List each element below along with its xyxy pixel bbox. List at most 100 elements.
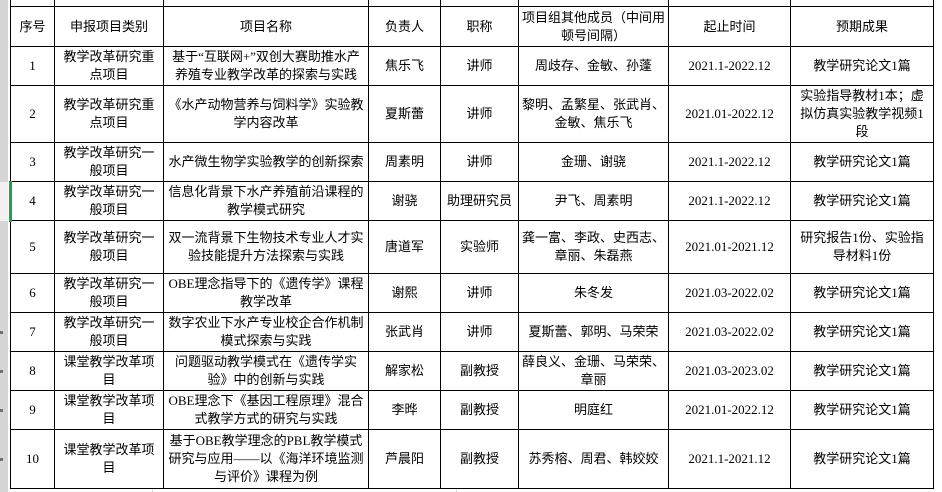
table-row: 5 教学改革研究一般项目 双一流背景下生物技术专业人才实验技能提升方法探索与实践 唐道…	[10, 220, 934, 274]
cell-period[interactable]: 2021.1-2022.12	[668, 181, 791, 221]
cell-title[interactable]: 讲师	[440, 142, 519, 182]
cell-outcome[interactable]: 教学研究论文1篇	[790, 312, 934, 352]
cell-outcome[interactable]: 实验指导教材1本；虚拟仿真实验教学视频1段	[790, 85, 934, 143]
cell-category[interactable]: 课堂教学改革项目	[54, 429, 164, 489]
cell-category[interactable]: 教学改革研究一般项目	[54, 312, 164, 352]
cell-name[interactable]: 《水产动物营养与饲料学》实验教学内容改革	[163, 85, 369, 143]
column-header-outcome[interactable]: 预期成果	[790, 6, 934, 47]
cell-no[interactable]: 1	[10, 46, 55, 86]
cell-name[interactable]: 基于OBE教学理念的PBL教学模式研究与应用——以《海洋环境监测与评价》课程为例	[163, 429, 369, 489]
cell-category[interactable]: 教学改革研究一般项目	[54, 142, 164, 182]
cell-period[interactable]: 2021.01-2022.12	[668, 390, 791, 430]
cell-leader[interactable]: 芦晨阳	[368, 429, 441, 489]
cell-members[interactable]: 薛良义、金珊、马荣荣、章丽	[518, 351, 669, 391]
cell-period[interactable]: 2021.01-2022.12	[668, 85, 791, 143]
cell-members[interactable]: 周歧存、金敏、孙蓬	[518, 46, 669, 86]
cell-period[interactable]: 2021.03-2022.02	[668, 312, 791, 352]
cell-no[interactable]: 4	[10, 181, 55, 221]
grid-tick	[440, 0, 441, 6]
grid-tick	[518, 0, 519, 6]
cell-outcome[interactable]: 教学研究论文1篇	[790, 181, 934, 221]
cell-period[interactable]: 2021.1-2021.12	[668, 429, 791, 489]
cell-leader[interactable]: 解家松	[368, 351, 441, 391]
cell-category[interactable]: 教学改革研究重点项目	[54, 85, 164, 143]
cell-no[interactable]: 5	[10, 220, 55, 274]
cell-no[interactable]: 7	[10, 312, 55, 352]
cell-members[interactable]: 明庭红	[518, 390, 669, 430]
cell-outcome[interactable]: 教学研究论文1篇	[790, 273, 934, 313]
column-header-no[interactable]: 序号	[10, 6, 55, 47]
cell-category[interactable]: 课堂教学改革项目	[54, 390, 164, 430]
cell-no[interactable]: 9	[10, 390, 55, 430]
cell-no[interactable]: 2	[10, 85, 55, 143]
cell-name[interactable]: 双一流背景下生物技术专业人才实验技能提升方法探索与实践	[163, 220, 369, 274]
cell-category[interactable]: 教学改革研究一般项目	[54, 181, 164, 221]
cell-title[interactable]: 讲师	[440, 273, 519, 313]
cell-outcome[interactable]: 教学研究论文1篇	[790, 429, 934, 489]
cell-period[interactable]: 2021.03-2022.02	[668, 273, 791, 313]
grid-tick	[163, 0, 164, 6]
cell-category[interactable]: 教学改革研究重点项目	[54, 46, 164, 86]
cell-name[interactable]: 基于“互联网+”双创大赛助推水产养殖专业教学改革的探索与实践	[163, 46, 369, 86]
cell-leader[interactable]: 张武肖	[368, 312, 441, 352]
cell-title[interactable]: 讲师	[440, 312, 519, 352]
cell-title[interactable]: 讲师	[440, 46, 519, 86]
cell-leader[interactable]: 焦乐飞	[368, 46, 441, 86]
selection-green-bar	[9, 180, 12, 222]
cell-leader[interactable]: 唐道军	[368, 220, 441, 274]
table-row: 3 教学改革研究一般项目 水产微生物学实验教学的创新探索 周素明 讲师 金珊、谢骁 2021…	[10, 142, 934, 182]
cell-leader[interactable]: 周素明	[368, 142, 441, 182]
cell-period[interactable]: 2021.01-2021.12	[668, 220, 791, 274]
cell-members[interactable]: 苏秀榕、周君、韩姣姣	[518, 429, 669, 489]
cell-name[interactable]: OBE理念指导下的《遗传学》课程教学改革	[163, 273, 369, 313]
cell-name[interactable]: 信息化背景下水产养殖前沿课程的教学模式研究	[163, 181, 369, 221]
cell-category[interactable]: 课堂教学改革项目	[54, 351, 164, 391]
cell-title[interactable]: 实验师	[440, 220, 519, 274]
cell-members[interactable]: 夏斯蕾、郭明、马荣荣	[518, 312, 669, 352]
cell-outcome[interactable]: 研究报告1份、实验指导材料1份	[790, 220, 934, 274]
cell-title[interactable]: 讲师	[440, 85, 519, 143]
cell-members[interactable]: 朱冬发	[518, 273, 669, 313]
cell-members[interactable]: 尹飞、周素明	[518, 181, 669, 221]
cell-title[interactable]: 副教授	[440, 351, 519, 391]
column-header-title[interactable]: 职称	[440, 6, 519, 47]
cell-members[interactable]: 金珊、谢骁	[518, 142, 669, 182]
cell-period[interactable]: 2021.1-2022.12	[668, 142, 791, 182]
cell-members[interactable]: 黎明、孟繁星、张武肖、金敏、焦乐飞	[518, 85, 669, 143]
cell-name[interactable]: 数字农业下水产专业校企合作机制模式探索与实践	[163, 312, 369, 352]
cell-category[interactable]: 教学改革研究一般项目	[54, 220, 164, 274]
cell-outcome[interactable]: 教学研究论文1篇	[790, 351, 934, 391]
cell-period[interactable]: 2021.03-2023.02	[668, 351, 791, 391]
cell-title[interactable]: 副教授	[440, 429, 519, 489]
cell-outcome[interactable]: 教学研究论文1篇	[790, 46, 934, 86]
table-row: 10 课堂教学改革项目 基于OBE教学理念的PBL教学模式研究与应用——以《海洋环境…	[10, 429, 934, 489]
table-row: 1 教学改革研究重点项目 基于“互联网+”双创大赛助推水产养殖专业教学改革的探索与实…	[10, 46, 934, 86]
column-header-period[interactable]: 起止时间	[668, 6, 791, 47]
column-header-name[interactable]: 项目名称	[163, 6, 369, 47]
cell-outcome[interactable]: 教学研究论文1篇	[790, 142, 934, 182]
cell-period[interactable]: 2021.1-2022.12	[668, 46, 791, 86]
column-header-members[interactable]: 项目组其他成员（中间用顿号间隔）	[518, 6, 669, 47]
cell-no[interactable]: 3	[10, 142, 55, 182]
column-header-category[interactable]: 申报项目类别	[54, 6, 164, 47]
selected-row-header-highlight	[0, 181, 8, 221]
cell-title[interactable]: 副教授	[440, 390, 519, 430]
table-row: 8 课堂教学改革项目 问题驱动教学模式在《遗传学实验》中的创新与实践 解家松 副教授 薛良…	[10, 351, 934, 391]
cell-leader[interactable]: 李晔	[368, 390, 441, 430]
cell-name[interactable]: OBE理念下《基因工程原理》混合式教学方式的研究与实践	[163, 390, 369, 430]
cell-name[interactable]: 问题驱动教学模式在《遗传学实验》中的创新与实践	[163, 351, 369, 391]
cell-leader[interactable]: 谢熙	[368, 273, 441, 313]
grid-tick	[54, 0, 55, 6]
cell-outcome[interactable]: 教学研究论文1篇	[790, 390, 934, 430]
cell-leader[interactable]: 夏斯蕾	[368, 85, 441, 143]
column-header-leader[interactable]: 负责人	[368, 6, 441, 47]
row-header-band	[0, 0, 8, 492]
cell-category[interactable]: 教学改革研究一般项目	[54, 273, 164, 313]
cell-no[interactable]: 6	[10, 273, 55, 313]
cell-name[interactable]: 水产微生物学实验教学的创新探索	[163, 142, 369, 182]
cell-title[interactable]: 助理研究员	[440, 181, 519, 221]
cell-no[interactable]: 8	[10, 351, 55, 391]
cell-leader[interactable]: 谢骁	[368, 181, 441, 221]
cell-no[interactable]: 10	[10, 429, 55, 489]
cell-members[interactable]: 龚一富、李政、史西志、章丽、朱磊燕	[518, 220, 669, 274]
